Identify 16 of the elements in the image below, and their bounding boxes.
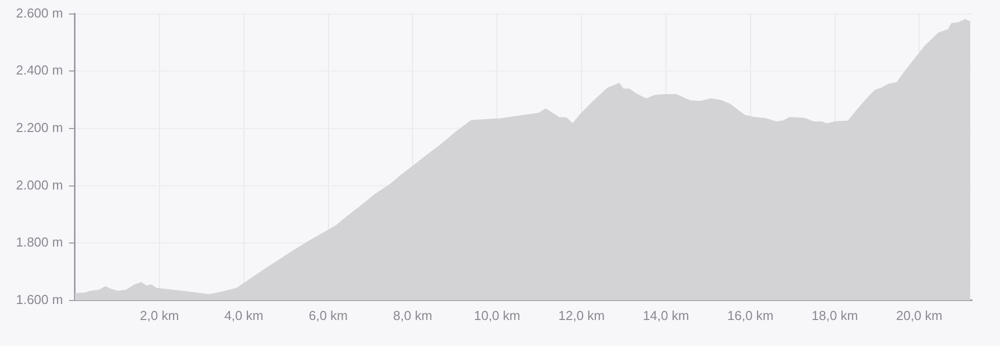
x-tick-label: 14,0 km (642, 308, 690, 323)
x-tick-label: 8,0 km (393, 308, 432, 323)
x-tick-label: 2,0 km (140, 308, 179, 323)
x-tick-label: 4,0 km (224, 308, 264, 323)
y-tick-label: 2.200 m (16, 120, 63, 136)
x-tick-label: 12,0 km (558, 308, 605, 323)
y-tick-label: 1.800 m (16, 234, 63, 250)
y-tick-label: 2.600 m (16, 5, 63, 20)
y-tick-label: 1.600 m (16, 292, 63, 307)
x-tick-label: 20,0 km (896, 308, 942, 323)
x-tick-label: 16,0 km (727, 308, 774, 323)
y-tick-label: 2.400 m (16, 62, 63, 78)
y-tick-label: 2.000 m (16, 177, 63, 192)
x-tick-label: 10,0 km (474, 308, 520, 323)
x-tick-label: 6,0 km (308, 308, 348, 323)
x-tick-label: 18,0 km (812, 308, 858, 323)
